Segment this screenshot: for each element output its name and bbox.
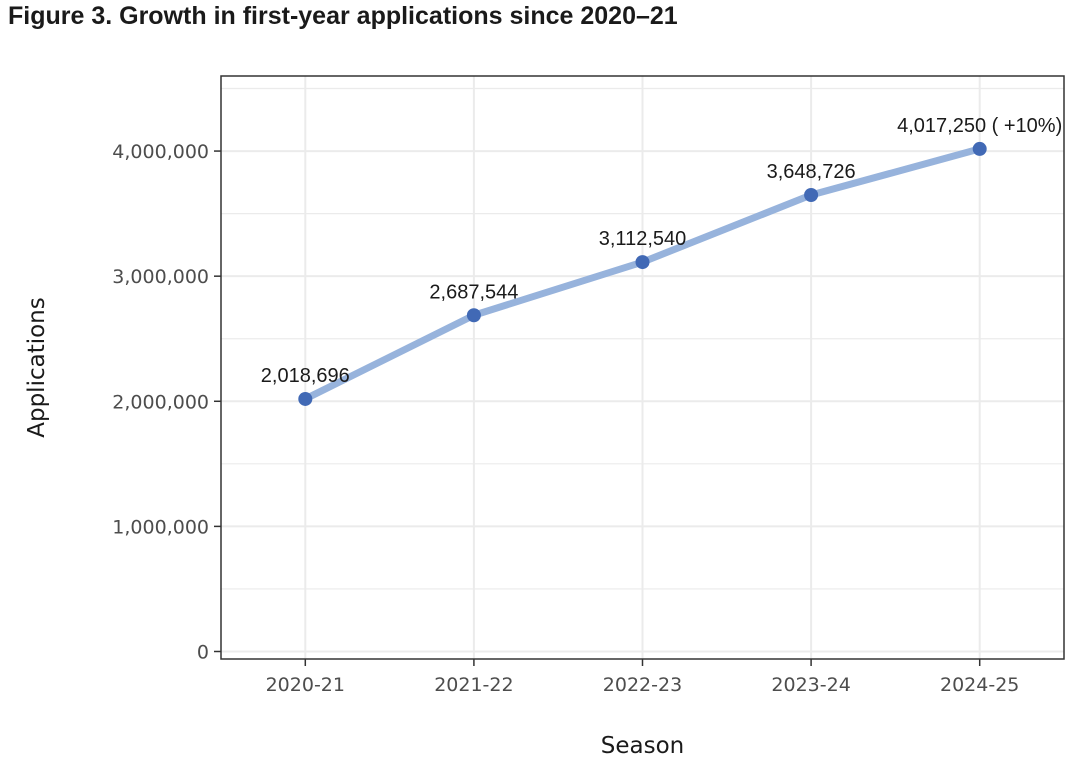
x-tick-label: 2020-21 bbox=[266, 674, 345, 696]
y-tick-label: 3,000,000 bbox=[112, 266, 209, 288]
data-point bbox=[466, 308, 481, 323]
x-tick-label: 2021-22 bbox=[434, 674, 513, 696]
data-point bbox=[972, 141, 987, 156]
data-point bbox=[635, 255, 650, 270]
chart-title: Figure 3. Growth in first-year applicati… bbox=[8, 2, 678, 30]
data-label: 3,648,726 bbox=[767, 161, 856, 183]
data-label: 2,018,696 bbox=[261, 365, 350, 387]
x-tick-label: 2022-23 bbox=[603, 674, 682, 696]
data-label: 3,112,540 bbox=[599, 228, 687, 250]
axis-ticks: 0 1,000,000 2,000,000 3,000,000 4,000,000 202… bbox=[112, 141, 1019, 696]
y-tick-label: 0 bbox=[197, 641, 209, 663]
y-tick-label: 4,000,000 bbox=[112, 141, 209, 163]
y-tick-label: 2,000,000 bbox=[112, 391, 209, 413]
data-labels: 2,018,696 2,687,544 3,112,540 3,648,726 4,01… bbox=[261, 115, 1062, 387]
y-axis-title: Applications bbox=[24, 297, 50, 438]
x-tick-label: 2023-24 bbox=[771, 674, 850, 696]
data-point bbox=[298, 391, 313, 406]
data-label: 4,017,250 ( +10%) bbox=[897, 115, 1062, 137]
data-point bbox=[804, 188, 819, 203]
major-gridlines bbox=[221, 76, 1064, 659]
x-tick-label: 2024-25 bbox=[940, 674, 1019, 696]
data-label: 2,687,544 bbox=[429, 281, 518, 303]
data-series bbox=[298, 141, 987, 406]
y-tick-label: 1,000,000 bbox=[112, 516, 209, 538]
plot-panel-border bbox=[220, 75, 1065, 660]
x-axis-title: Season bbox=[601, 733, 684, 759]
